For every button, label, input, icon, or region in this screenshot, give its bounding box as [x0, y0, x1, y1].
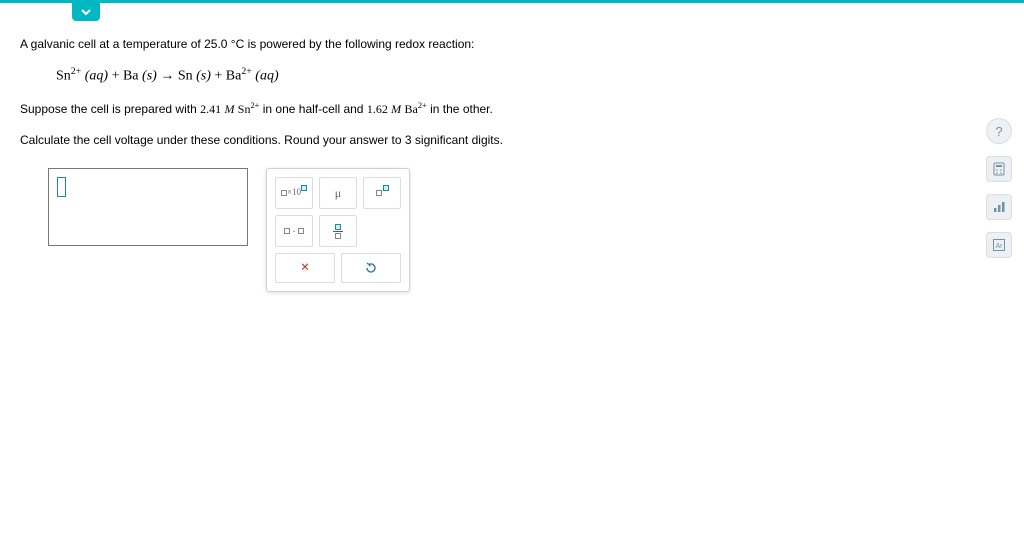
eq-arrow: →: [160, 69, 174, 84]
unit2: M: [391, 102, 401, 116]
right-box-icon: [298, 228, 304, 234]
eq-ba: Ba: [123, 69, 139, 84]
palette-mu-button[interactable]: μ: [319, 177, 357, 209]
palette-reset-button[interactable]: [341, 253, 401, 283]
instruction-text: Calculate the cell voltage under these c…: [20, 131, 1004, 150]
eq-sn: Sn: [56, 69, 71, 84]
base-box-icon: [376, 190, 382, 196]
input-cursor-icon: [57, 177, 66, 197]
svg-text:Ar: Ar: [996, 243, 1004, 250]
l2b: in one half-cell and: [263, 102, 367, 116]
conc1: 2.41: [200, 102, 221, 116]
palette-fraction-button[interactable]: [319, 215, 357, 247]
sup-box-icon: [383, 185, 389, 191]
sp2: Ba: [405, 102, 418, 116]
eq-sn2: Sn: [178, 69, 193, 84]
bar-chart-icon: [992, 200, 1006, 214]
eq-sn-charge: 2+: [71, 66, 81, 77]
eq-s2: (s): [196, 69, 211, 84]
palette-multiply-dot-button[interactable]: ·: [275, 215, 313, 247]
mu-label: μ: [335, 186, 341, 201]
help-icon: ?: [995, 124, 1002, 139]
expand-tab[interactable]: [72, 3, 100, 21]
left-box-icon: [284, 228, 290, 234]
palette-clear-button[interactable]: ×: [275, 253, 335, 283]
data-table-button[interactable]: [986, 194, 1012, 220]
eq-s1: (s): [142, 69, 157, 84]
reset-icon: [364, 261, 378, 275]
calculator-icon: [992, 162, 1006, 176]
x10-label: ×10: [287, 187, 301, 197]
palette-sci-notation-button[interactable]: ×10: [275, 177, 313, 209]
intro-text: A galvanic cell at a temperature of 25.0…: [20, 35, 1004, 54]
sp1: Sn: [238, 102, 251, 116]
unit1: M: [224, 102, 234, 116]
side-toolbar: ? Ar: [986, 118, 1012, 258]
eq-ba2: Ba: [226, 69, 242, 84]
eq-ba-charge: 2+: [241, 66, 251, 77]
fraction-bar-icon: [333, 231, 343, 232]
answer-input[interactable]: [48, 168, 248, 246]
dot-label: ·: [292, 224, 296, 239]
calculator-button[interactable]: [986, 156, 1012, 182]
eq-plus2: +: [214, 69, 222, 84]
sp1c: 2+: [250, 101, 259, 110]
x-label: ×: [300, 259, 309, 277]
symbol-palette: ×10 μ · ×: [266, 168, 410, 292]
palette-superscript-button[interactable]: [363, 177, 401, 209]
denominator-box-icon: [335, 233, 341, 239]
numerator-box-icon: [335, 224, 341, 230]
help-button[interactable]: ?: [986, 118, 1012, 144]
l2c: in the other.: [430, 102, 493, 116]
eq-aq2: (aq): [255, 69, 278, 84]
answer-row: ×10 μ · ×: [20, 168, 1004, 292]
eq-plus1: +: [112, 69, 120, 84]
exponent-box-icon: [301, 185, 307, 191]
chevron-down-icon: [80, 6, 92, 18]
periodic-table-button[interactable]: Ar: [986, 232, 1012, 258]
conc2: 1.62: [367, 102, 388, 116]
question-content: A galvanic cell at a temperature of 25.0…: [0, 3, 1024, 312]
setup-text: Suppose the cell is prepared with 2.41 M…: [20, 99, 1004, 119]
eq-aq1: (aq): [85, 69, 108, 84]
periodic-table-icon: Ar: [992, 238, 1006, 252]
l2a: Suppose the cell is prepared with: [20, 102, 200, 116]
redox-equation: Sn2+ (aq) + Ba (s) → Sn (s) + Ba2+ (aq): [56, 66, 1004, 85]
sp2c: 2+: [418, 101, 427, 110]
